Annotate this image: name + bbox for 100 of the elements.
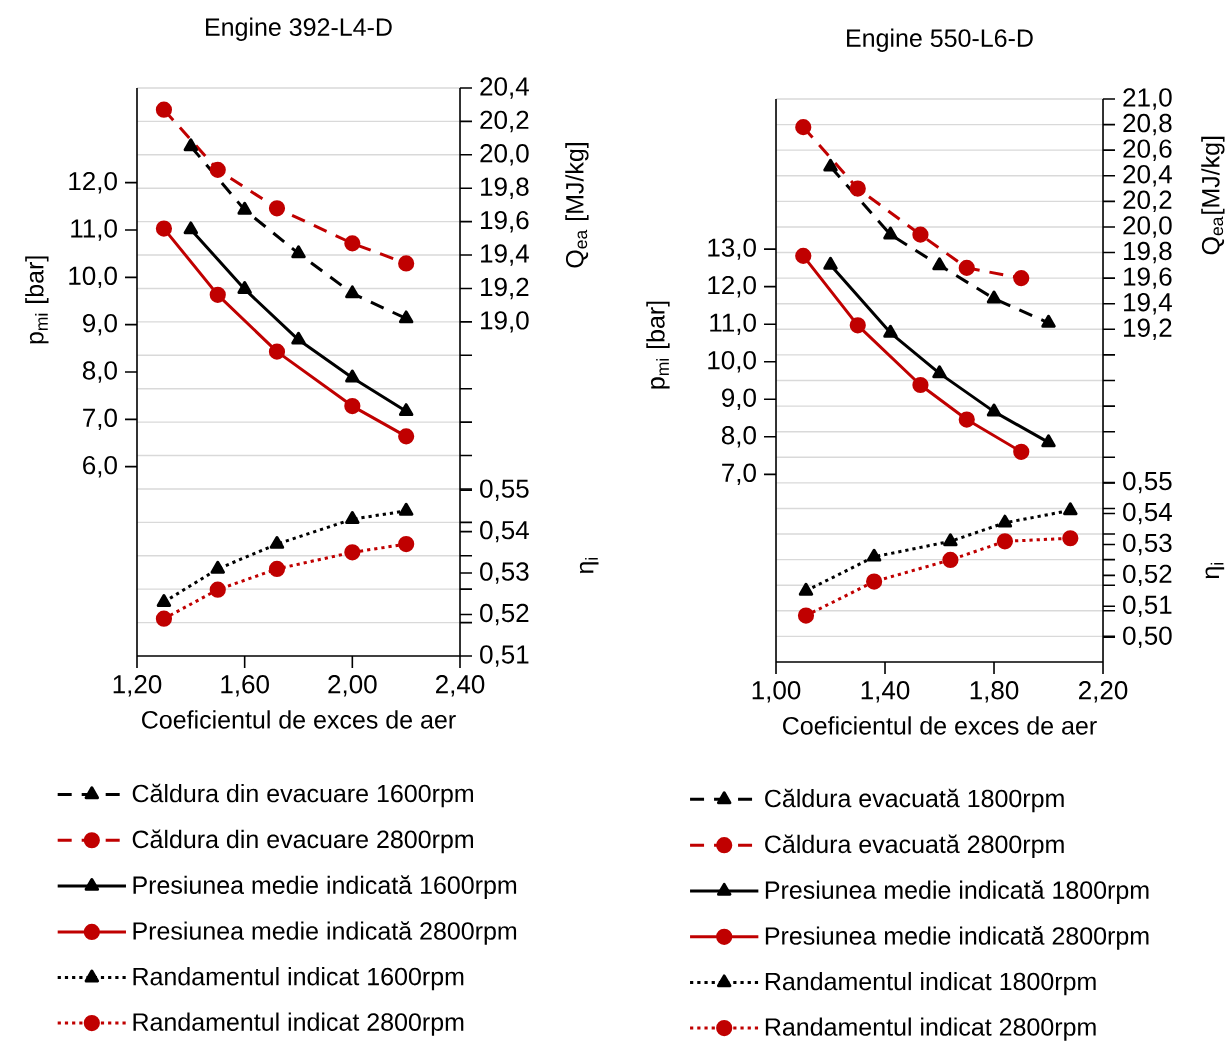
y3-tick-label: 0,51	[1123, 595, 1172, 618]
point	[398, 310, 414, 324]
point	[209, 161, 226, 178]
point	[823, 256, 838, 270]
point	[932, 365, 947, 379]
y-tick-label: 11,0	[710, 313, 756, 335]
point	[268, 343, 286, 360]
point	[823, 158, 838, 172]
y2-axis-title: Q$_{ea}$ [MJ/kg]	[565, 143, 589, 268]
point	[1013, 270, 1030, 287]
y3-tick-label: 0,54	[1123, 502, 1172, 525]
x-tick-label: 1,00	[752, 681, 801, 703]
y2-tick-label: 20,6	[1123, 139, 1172, 161]
y3-tick-label: 0,51	[480, 645, 529, 667]
point	[398, 255, 415, 272]
point	[866, 573, 883, 590]
y-tick-label: 12,0	[708, 275, 756, 298]
point	[156, 594, 172, 607]
y2-tick-label: 20,4	[1123, 165, 1172, 187]
y3-axis-title: η$_{i}$	[579, 557, 599, 574]
point	[183, 138, 199, 152]
x-tick-label: 1,60	[221, 675, 269, 697]
point	[268, 560, 286, 578]
y2-tick-label: 20,4	[480, 77, 529, 99]
y2-tick-label: 20,2	[480, 110, 529, 133]
point	[345, 369, 360, 383]
legend-label: Presiunea medie indicată 2800rpm	[133, 921, 517, 945]
y-tick-label: 11,0	[71, 219, 117, 241]
chart-title: Engine 550-L6-D	[847, 28, 1033, 52]
y3-tick-label: 0,55	[1123, 471, 1172, 494]
y2-tick-label: 19,0	[481, 311, 529, 333]
y2-tick-label: 19,8	[481, 177, 529, 199]
y2-tick-label: 19,6	[481, 210, 529, 233]
y-tick-label: 10,0	[69, 266, 117, 289]
legend-label: Randamentul indicat 1800rpm	[765, 971, 1096, 996]
y-tick-label: 9,0	[83, 313, 117, 336]
point	[883, 324, 898, 338]
y2-tick-label: 20,0	[480, 144, 529, 166]
x-tick-label: 1,40	[861, 681, 910, 703]
y-axis-title: p$_{mi}$ [bar]	[646, 301, 670, 389]
y3-tick-label: 0,54	[480, 520, 529, 543]
point	[943, 533, 958, 547]
point	[345, 285, 360, 299]
y-tick-label: 9,0	[722, 388, 756, 410]
point	[866, 548, 882, 562]
point	[942, 551, 959, 569]
point	[155, 220, 173, 237]
point	[155, 610, 173, 627]
y2-tick-label: 19,8	[1124, 241, 1172, 264]
point	[986, 290, 1002, 304]
point	[912, 376, 929, 394]
y2-tick-label: 19,4	[481, 244, 529, 266]
point	[932, 257, 947, 271]
legend-label: Presiunea medie indicată 1600rpm	[133, 875, 517, 899]
legend-label: Căldura evacuată 1800rpm	[765, 788, 1064, 813]
y2-axis-title: Q$_{ea}$[MJ/kg]	[1201, 136, 1225, 255]
point	[997, 514, 1013, 528]
point	[345, 511, 360, 524]
point	[291, 331, 306, 345]
legend-label: Randamentul indicat 2800rpm	[765, 1017, 1096, 1041]
y2-tick-label: 19,6	[1124, 267, 1172, 289]
point	[398, 403, 414, 417]
y-tick-label: 10,0	[708, 350, 756, 373]
y2-tick-label: 21,0	[1123, 88, 1172, 110]
point	[398, 428, 415, 445]
point	[798, 582, 814, 596]
point	[986, 403, 1002, 417]
y3-tick-label: 0,50	[1123, 626, 1172, 648]
point	[883, 226, 898, 240]
y3-tick-label: 0,52	[480, 603, 529, 626]
y2-tick-label: 20,2	[1123, 190, 1172, 213]
point	[797, 607, 815, 624]
y-tick-label: 13,0	[708, 238, 756, 260]
point	[398, 502, 414, 516]
y-tick-label: 7,0	[722, 463, 756, 486]
y3-tick-label: 0,55	[480, 479, 529, 501]
point	[344, 397, 361, 415]
point	[398, 535, 415, 553]
point	[1041, 434, 1056, 448]
legend-label: Căldura evacuată 2800rpm	[765, 834, 1064, 859]
y-tick-label: 8,0	[721, 426, 756, 448]
y3-axis-title: η$_{i}$	[1205, 563, 1225, 579]
x-tick-label: 2,40	[436, 675, 485, 697]
point	[795, 119, 812, 136]
point	[958, 259, 975, 276]
legend-label: Presiunea medie indicată 2800rpm	[765, 926, 1149, 950]
legend-label: Randamentul indicat 1600rpm	[133, 967, 464, 991]
point	[1062, 530, 1079, 547]
x-axis-title: Coeficientul de exces de aer	[783, 716, 1097, 735]
x-tick-label: 1,20	[113, 675, 162, 697]
point	[849, 180, 866, 197]
y2-tick-label: 20,8	[1123, 113, 1172, 136]
point	[1041, 314, 1056, 328]
y2-tick-label: 19,2	[481, 277, 529, 300]
point	[1063, 502, 1078, 516]
y-tick-label: 6,0	[83, 455, 117, 478]
point	[912, 226, 929, 243]
x-tick-label: 2,20	[1079, 681, 1128, 703]
point	[344, 235, 361, 252]
point	[269, 535, 285, 549]
